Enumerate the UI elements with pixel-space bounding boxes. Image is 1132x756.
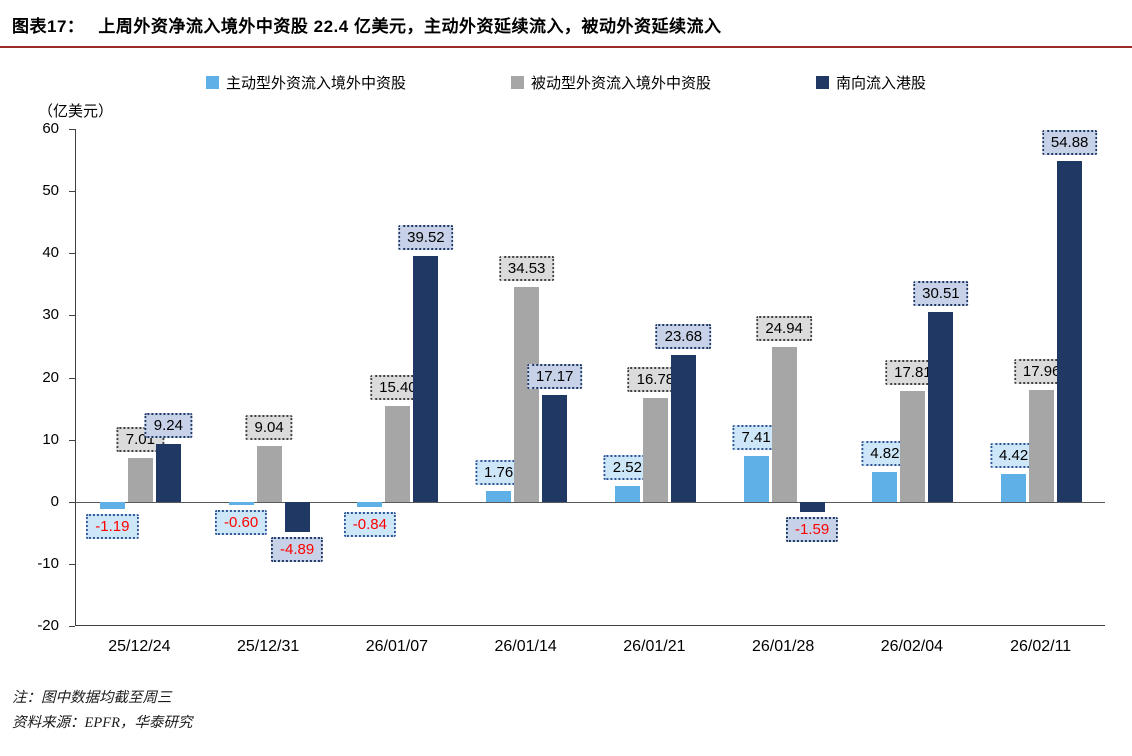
bar-value-label: 17.17 [526, 364, 583, 390]
figure-title-text: 上周外资净流入境外中资股 22.4 亿美元，主动外资延续流入，被动外资延续流入 [98, 17, 722, 36]
x-tick-label: 26/02/11 [1010, 638, 1072, 655]
bar [1001, 474, 1027, 502]
bar [642, 397, 668, 502]
bar [799, 501, 825, 512]
figure-number: 图表17： [12, 17, 85, 36]
bar [385, 406, 411, 502]
bar [99, 501, 125, 510]
y-tick-mark [69, 315, 75, 317]
bar-value-label: -0.60 [215, 510, 268, 536]
legend-label: 南向流入港股 [836, 74, 927, 92]
x-axis-labels: 25/12/24 25/12/31 26/01/07 26/01/14 26/01/21… [75, 638, 1105, 656]
x-tick-label: 26/01/28 [751, 638, 815, 655]
legend-item: 被动型外资流入境外中资股 [510, 72, 711, 93]
y-tick-label: -10 [37, 554, 59, 572]
bar [127, 458, 153, 502]
x-tick-label: 26/01/21 [623, 638, 686, 655]
y-tick-mark [69, 439, 75, 441]
bar [228, 501, 254, 506]
bar [542, 395, 568, 502]
y-tick-mark [69, 377, 75, 379]
y-axis: 60 50 40 30 20 10 0 -10 -20 [0, 120, 75, 634]
y-tick-label: 50 [42, 182, 59, 200]
bar [670, 354, 696, 502]
bar-value-label: 39.52 [398, 225, 454, 251]
bar-value-label: -1.19 [86, 514, 139, 540]
legend-label: 主动型外资流入境外中资股 [225, 74, 406, 92]
source-line: 资料来源：EPFR，华泰研究 [12, 715, 193, 731]
bar-value-label: 34.53 [498, 256, 555, 282]
bar [900, 391, 926, 502]
bar [284, 501, 310, 533]
y-tick-label: 60 [42, 120, 59, 137]
y-tick-label: 20 [42, 368, 59, 386]
bar-value-label: 30.51 [913, 281, 969, 307]
bar [771, 346, 797, 502]
legend-item: 南向流入港股 [816, 72, 926, 93]
bar [1029, 390, 1055, 502]
y-axis-unit-label: （亿美元） [38, 103, 114, 120]
y-tick-mark [69, 563, 75, 565]
legend-swatch-icon [816, 75, 829, 89]
y-tick-label: 30 [42, 306, 59, 324]
bar [614, 486, 640, 502]
bar [743, 455, 769, 502]
title-divider [0, 46, 1132, 48]
y-tick-label: 40 [42, 244, 59, 262]
legend: 主动型外资流入境外中资股 被动型外资流入境外中资股 南向流入港股 [0, 72, 1132, 92]
chart-title: 图表17： 上周外资净流入境外中资股 22.4 亿美元，主动外资延续流入，被动外资… [0, 0, 1132, 46]
zero-baseline [76, 501, 1105, 503]
x-tick-label: 26/02/04 [880, 638, 944, 655]
chart-area: 60 50 40 30 20 10 0 -10 -20 -1.19 -0.60 -0.84 1.76 2… [0, 120, 1132, 634]
y-tick-label: 0 [50, 492, 59, 510]
footnotes: 注：图中数据均截至周三 资料来源：EPFR，华泰研究 [12, 686, 1132, 736]
legend-item: 主动型外资流入境外中资股 [205, 72, 406, 93]
bar [872, 471, 898, 502]
bar-value-label: 24.94 [756, 315, 812, 341]
y-tick-label: -20 [37, 617, 59, 634]
legend-swatch-icon [510, 75, 524, 89]
y-tick-mark [69, 253, 75, 255]
y-tick-mark [69, 501, 75, 503]
bar [928, 312, 954, 502]
bar [256, 445, 282, 502]
bar-value-label: 23.68 [655, 323, 712, 349]
bar-value-label: 54.88 [1041, 129, 1098, 155]
bar-value-label: -0.84 [343, 511, 396, 537]
bar-value-label: -1.59 [786, 516, 839, 542]
plot-area: -1.19 -0.60 -0.84 1.76 2.52 7.41 4.82 4.42 7.01 9… [75, 129, 1105, 626]
bar-value-label: -4.89 [271, 537, 324, 563]
y-tick-mark [69, 626, 75, 627]
bar [155, 444, 181, 502]
x-tick-label: 26/01/14 [494, 638, 557, 655]
report-figure: 图表17： 上周外资净流入境外中资股 22.4 亿美元，主动外资延续流入，被动外资… [0, 0, 1132, 736]
y-tick-label: 10 [42, 430, 59, 448]
x-tick-label: 25/12/31 [236, 638, 300, 655]
bar [514, 287, 540, 502]
x-tick-label: 25/12/24 [108, 638, 171, 655]
bar [486, 490, 512, 502]
bar-value-label: 9.24 [144, 413, 192, 439]
bar [1057, 160, 1083, 502]
bar [357, 501, 383, 507]
bar [413, 256, 439, 502]
y-tick-mark [69, 129, 75, 130]
note-line: 注：图中数据均截至周三 [12, 690, 172, 706]
legend-label: 被动型外资流入境外中资股 [530, 74, 711, 92]
y-tick-mark [69, 191, 75, 193]
legend-swatch-icon [205, 75, 219, 89]
x-tick-label: 26/01/07 [365, 638, 429, 655]
bar-value-label: 9.04 [245, 414, 293, 440]
